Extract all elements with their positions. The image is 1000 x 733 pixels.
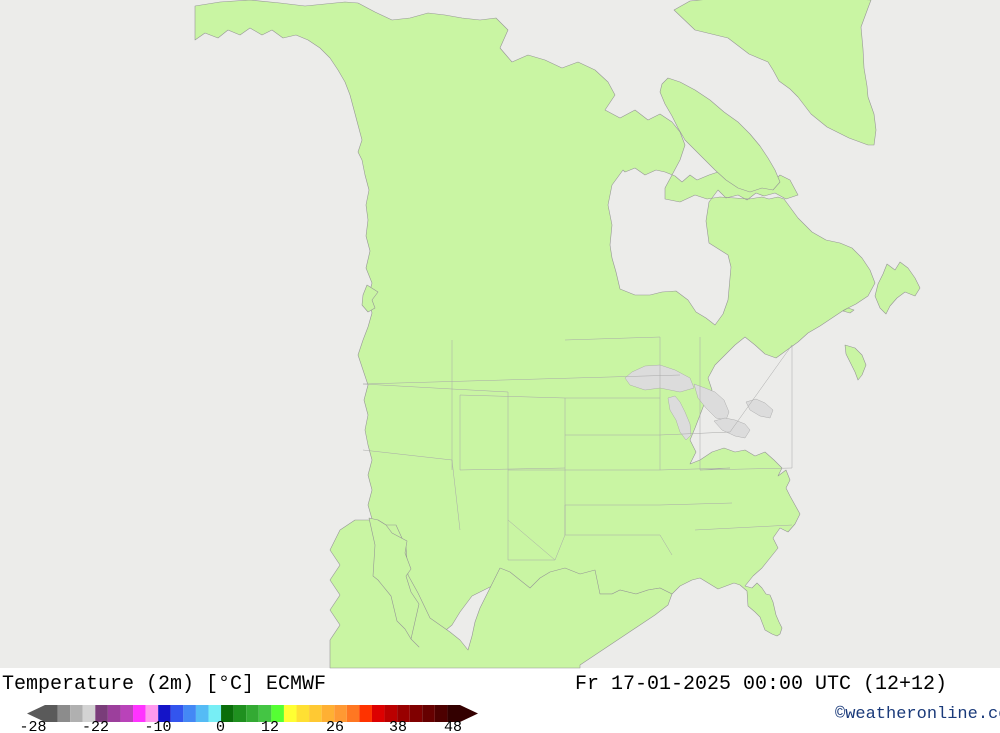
svg-text:26: 26	[326, 719, 344, 733]
svg-text:Temperature (2m) [°C] ECMWF: Temperature (2m) [°C] ECMWF	[2, 673, 326, 696]
svg-text:38: 38	[389, 719, 407, 733]
svg-text:48: 48	[444, 719, 462, 733]
svg-text:-22: -22	[82, 719, 109, 733]
svg-text:-28: -28	[19, 719, 46, 733]
svg-text:0: 0	[216, 719, 225, 733]
svg-text:12: 12	[261, 719, 279, 733]
svg-text:-10: -10	[144, 719, 171, 733]
svg-text:Fr 17-01-2025 00:00 UTC (12+12: Fr 17-01-2025 00:00 UTC (12+12)	[575, 673, 947, 696]
svg-text:©weatheronline.co.uk: ©weatheronline.co.uk	[835, 705, 1000, 724]
